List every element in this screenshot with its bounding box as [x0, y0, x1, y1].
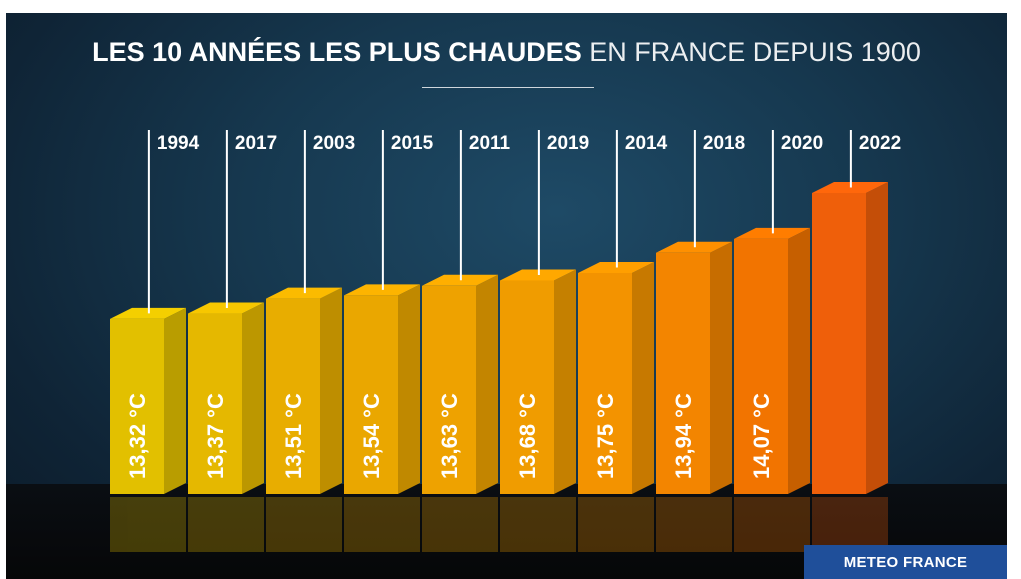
bar-chart: 1994 13,32 °C 2017 13,37 °C 2003 13,51 °C 2015… — [110, 130, 901, 552]
bar-2019: 2019 13,68 °C — [500, 130, 589, 494]
bar-side — [476, 274, 498, 494]
year-label: 2003 — [313, 133, 355, 154]
bar-front — [266, 298, 320, 494]
bar-2011: 2011 13,63 °C — [422, 130, 511, 494]
value-label: 13,37 °C — [203, 393, 228, 479]
value-label: 13,94 °C — [671, 393, 696, 479]
title-light: EN FRANCE DEPUIS 1900 — [589, 37, 921, 67]
bar-front — [344, 295, 398, 494]
source-badge: METEO FRANCE — [804, 545, 1007, 579]
bar-side — [554, 269, 576, 494]
bar-2014: 2014 13,75 °C — [578, 130, 668, 494]
bar-side — [242, 302, 264, 494]
value-label: 13,68 °C — [515, 393, 540, 479]
bar-side — [710, 241, 732, 494]
bar-reflection — [266, 497, 342, 552]
title-strong: LES 10 ANNÉES LES PLUS CHAUDES — [92, 37, 582, 67]
bar-2018: 2018 13,94 °C — [656, 130, 745, 494]
value-label: 13,32 °C — [125, 393, 150, 479]
year-label: 1994 — [157, 133, 200, 154]
bar-2015: 2015 13,54 °C — [344, 130, 434, 494]
bar-2003: 2003 13,51 °C — [266, 130, 355, 494]
bar-front — [422, 285, 476, 494]
infographic-background: LES 10 ANNÉES LES PLUS CHAUDES EN FRANCE… — [6, 13, 1007, 579]
bar-reflection — [422, 497, 498, 552]
year-label: 2018 — [703, 133, 745, 154]
year-label: 2011 — [469, 133, 511, 154]
bar-reflection — [656, 497, 732, 552]
year-label: 2022 — [859, 133, 901, 154]
bar-reflection — [344, 497, 420, 552]
bar-front — [188, 313, 242, 494]
bar-side — [632, 262, 654, 494]
bar-reflection — [500, 497, 576, 552]
bar-2020: 2020 14,07 °C — [734, 130, 823, 494]
year-label: 2020 — [781, 133, 823, 154]
bar-reflections — [110, 497, 888, 552]
chart-title: LES 10 ANNÉES LES PLUS CHAUDES EN FRANCE… — [6, 37, 1007, 68]
bar-reflection — [578, 497, 654, 552]
bar-front — [812, 193, 866, 494]
bar-side — [866, 182, 888, 494]
year-label: 2019 — [547, 133, 589, 154]
year-label: 2017 — [235, 133, 277, 154]
bar-1994: 1994 13,32 °C — [110, 130, 200, 494]
bar-front — [500, 280, 554, 494]
bar-front — [734, 238, 788, 494]
value-label: 13,54 °C — [359, 393, 384, 479]
bar-side — [398, 284, 420, 494]
bar-reflection — [110, 497, 186, 552]
bar-front — [656, 252, 710, 494]
value-label: 14,07 °C — [749, 393, 774, 479]
bar-side — [164, 307, 186, 494]
bar-reflection — [734, 497, 810, 552]
bar-reflection — [188, 497, 264, 552]
value-label: 13,51 °C — [281, 393, 306, 479]
value-label: 13,63 °C — [437, 393, 462, 479]
bar-side — [788, 227, 810, 494]
bar-front — [578, 273, 632, 494]
bar-2022: 2022 — [812, 130, 901, 494]
year-label: 2015 — [391, 133, 434, 154]
year-label: 2014 — [625, 133, 668, 154]
bar-side — [320, 287, 342, 494]
value-label: 13,75 °C — [593, 393, 618, 479]
bar-reflection — [812, 497, 888, 552]
bar-front — [110, 318, 164, 494]
bar-2017: 2017 13,37 °C — [188, 130, 277, 494]
title-divider — [422, 87, 594, 88]
